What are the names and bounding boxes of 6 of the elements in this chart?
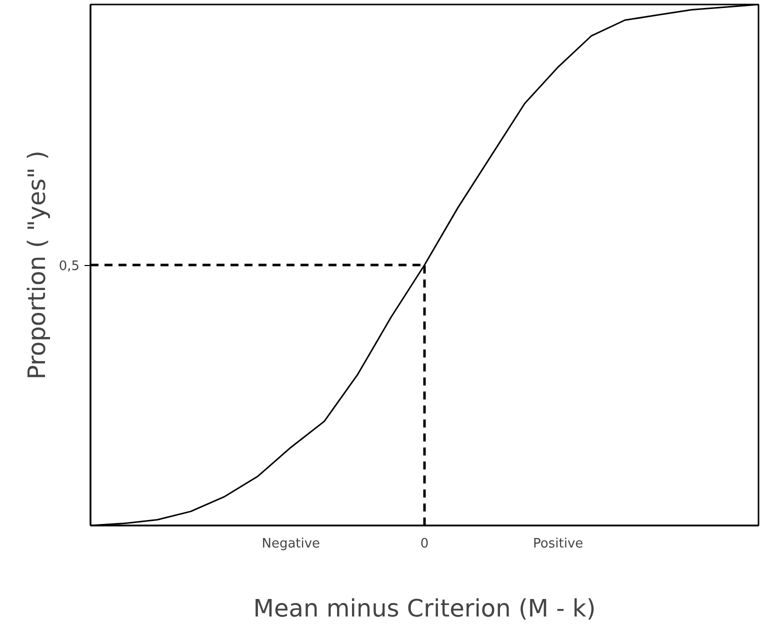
y-axis-title: Proportion ( "yes" ): [22, 150, 51, 380]
x-tick-label: Negative: [262, 536, 320, 552]
ref-line-label: 0,5: [58, 259, 80, 274]
x-axis-title: Mean minus Criterion (M - k): [253, 594, 596, 622]
x-tick-label: Positive: [533, 536, 584, 552]
x-tick-label: 0: [420, 536, 429, 552]
